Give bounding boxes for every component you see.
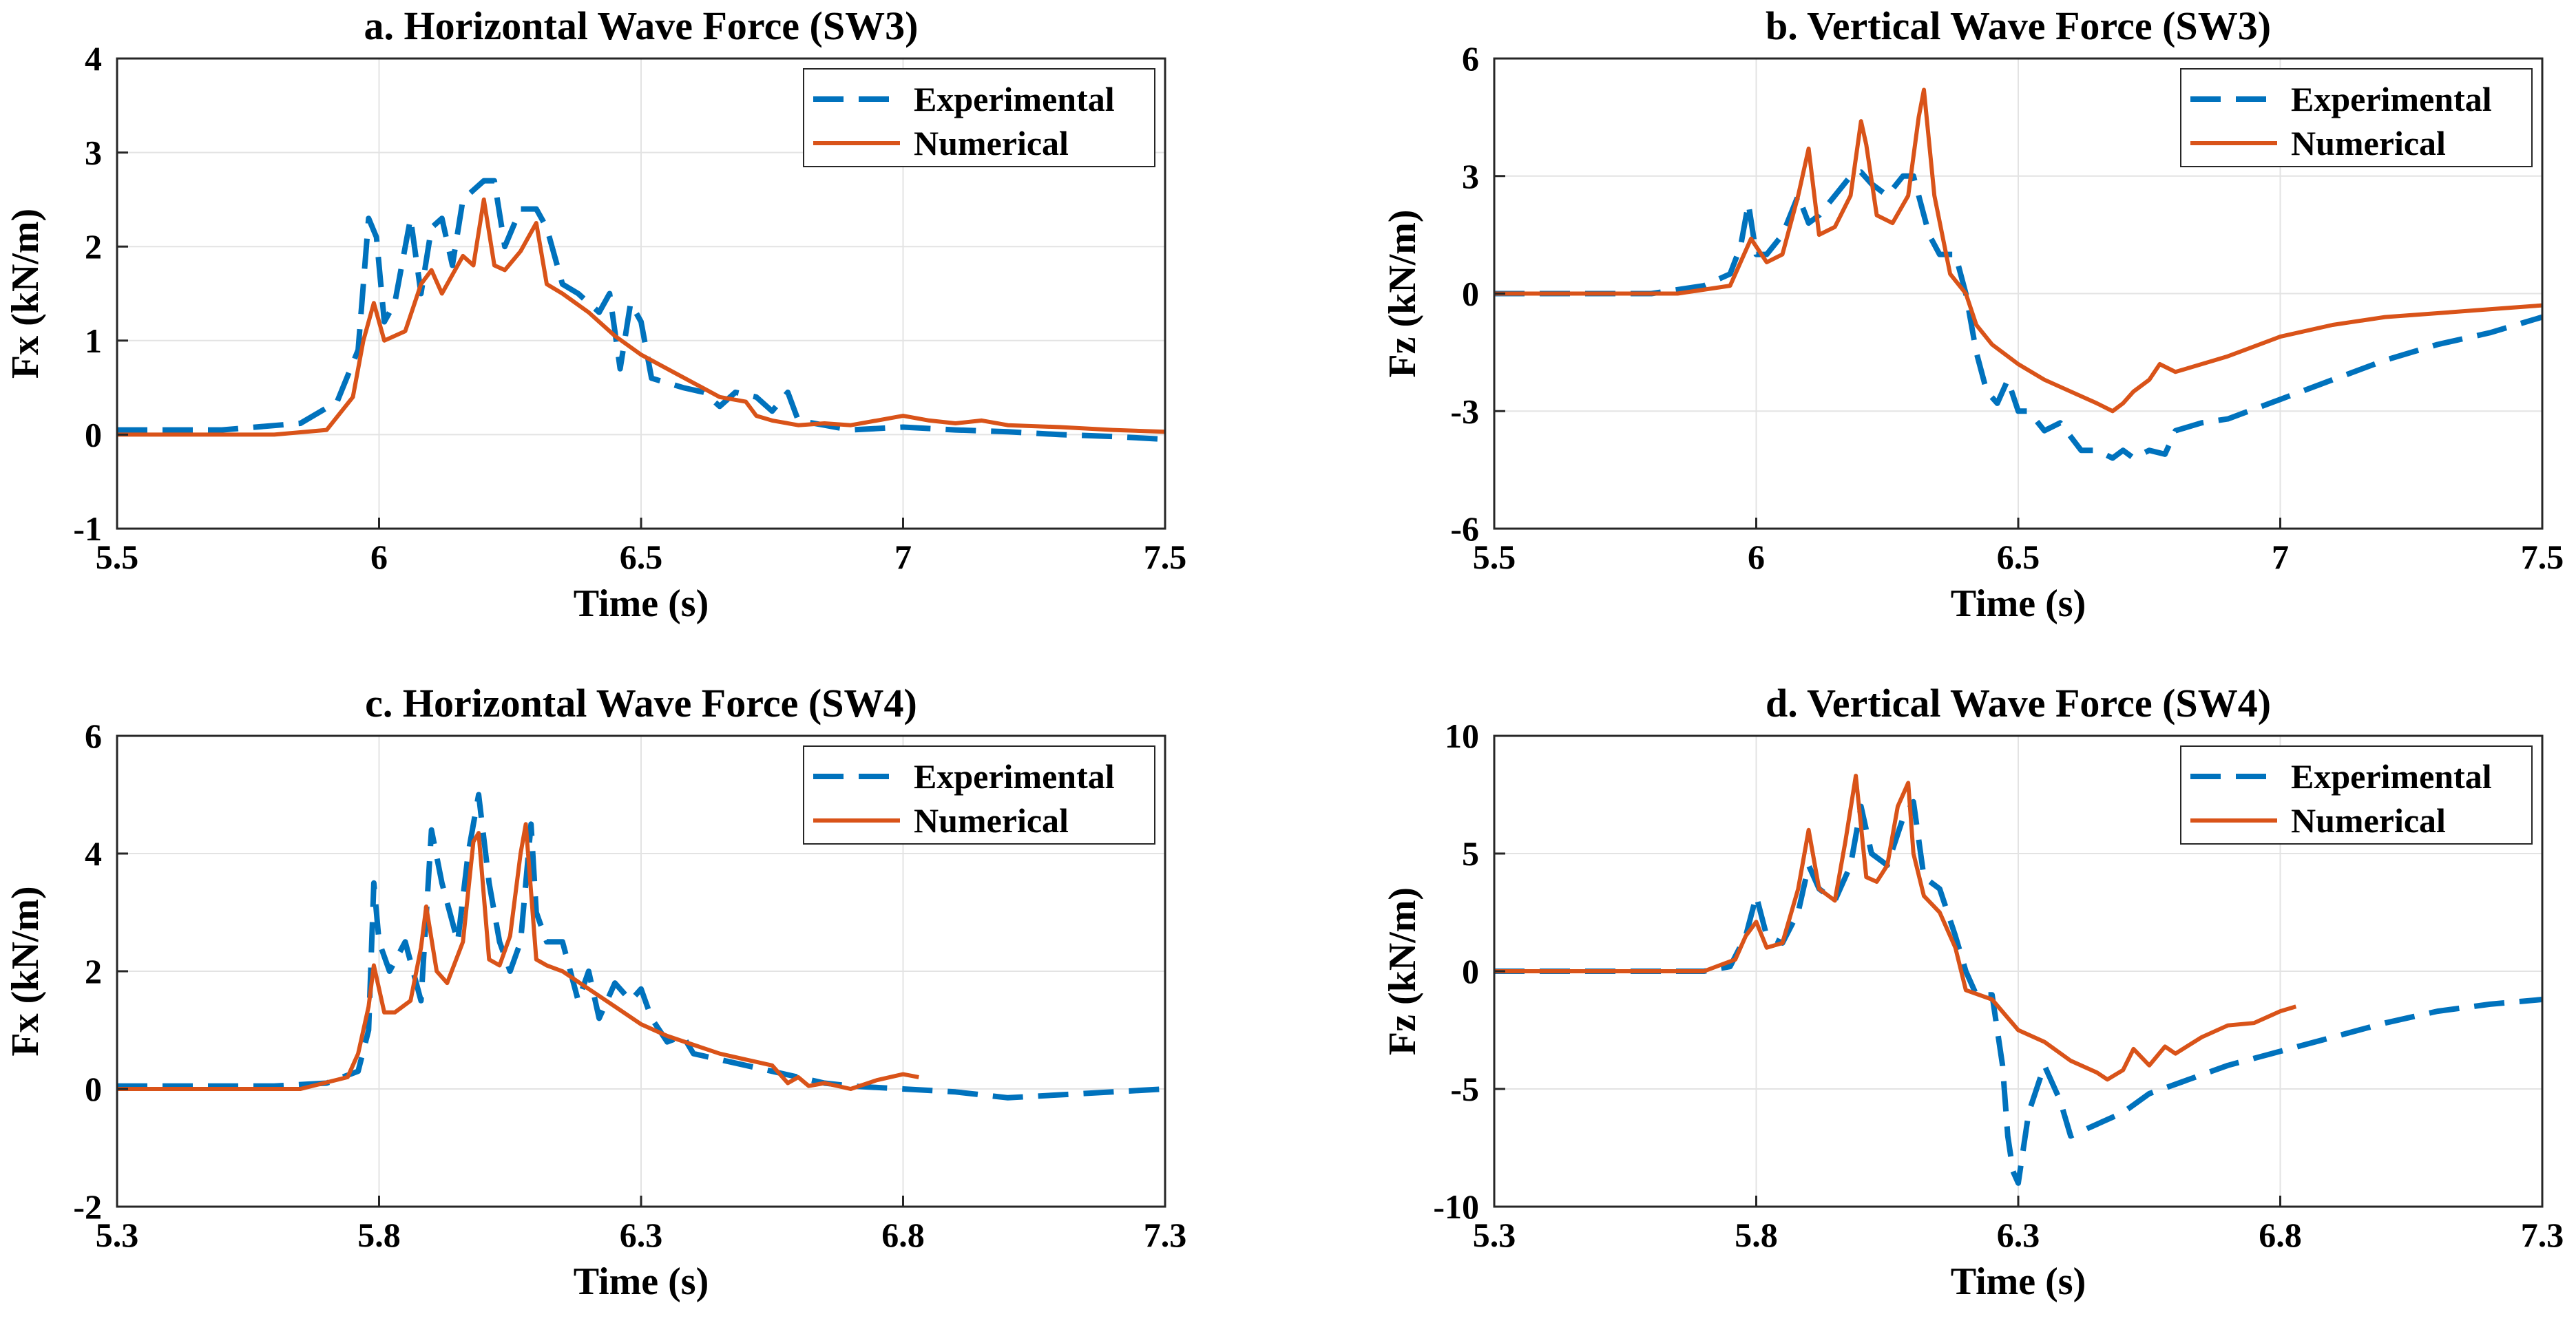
y-tick-label: 3: [1462, 157, 1479, 195]
x-tick-label: 5.5: [96, 538, 139, 576]
y-tick-label: 2: [85, 227, 102, 266]
y-tick-label: 0: [85, 415, 102, 454]
y-axis-label: Fz (kN/m): [1381, 887, 1424, 1055]
series-line-experimental: [117, 178, 1165, 443]
y-tick-label: 6: [85, 717, 102, 755]
y-tick-label: 0: [1462, 952, 1479, 991]
legend-box: [803, 745, 1155, 845]
x-axis-label: Time (s): [574, 582, 709, 625]
x-tick-label: 6.3: [1997, 1216, 2040, 1254]
y-tick-label: -10: [1433, 1187, 1479, 1226]
legend-label-numerical: Numerical: [2291, 124, 2446, 162]
legend-label-experimental: Experimental: [914, 757, 1115, 796]
y-tick-label: -6: [1450, 509, 1479, 548]
y-tick-label: -1: [73, 509, 102, 548]
x-tick-label: 6.8: [2259, 1216, 2302, 1254]
legend-label-experimental: Experimental: [2291, 80, 2492, 118]
y-axis-label: Fz (kN/m): [1381, 209, 1424, 377]
x-tick-label: 6: [370, 538, 388, 576]
legend-box: [803, 68, 1155, 167]
chart-title: c. Horizontal Wave Force (SW4): [365, 681, 917, 726]
x-tick-label: 5.8: [1735, 1216, 1778, 1254]
y-tick-label: 0: [85, 1070, 102, 1108]
legend: Experimental Numerical: [803, 68, 1155, 167]
series-line-experimental: [1494, 169, 2542, 461]
legend-label-experimental: Experimental: [914, 80, 1115, 118]
x-tick-label: 5.5: [1473, 538, 1516, 576]
panel-d-vertical-force-sw4: 5.3 5.8 6.3 6.8 7.3 -10 -5 0 5 10 d. Vertical Wave…: [1381, 681, 2564, 1303]
x-tick-label: 7.3: [2521, 1216, 2564, 1254]
y-axis-label: Fx (kN/m): [4, 209, 47, 379]
y-tick-label: 6: [1462, 39, 1479, 78]
panel-a-horizontal-force-sw3: 5.5 6 6.5 7 7.5 -1 0 1 2 3 4 a. Horizontal Wave For…: [4, 3, 1186, 625]
y-tick-label: -5: [1450, 1070, 1479, 1108]
x-tick-label: 6: [1748, 538, 1765, 576]
y-tick-label: 0: [1462, 275, 1479, 313]
legend: Experimental Numerical: [803, 745, 1155, 845]
x-tick-label: 5.3: [1473, 1216, 1516, 1254]
legend-label-numerical: Numerical: [914, 124, 1069, 162]
legend-label-experimental: Experimental: [2291, 757, 2492, 796]
x-tick-label: 6.8: [881, 1216, 925, 1254]
legend: Experimental Numerical: [2180, 745, 2533, 845]
panel-b-vertical-force-sw3: 5.5 6 6.5 7 7.5 -6 -3 0 3 6 b. Vertical Wave Force…: [1381, 3, 2564, 625]
x-tick-label: 7.5: [2521, 538, 2564, 576]
panel-c-horizontal-force-sw4: 5.3 5.8 6.3 6.8 7.3 -2 0 2 4 6 c. Horizontal Wave …: [4, 681, 1186, 1303]
x-tick-label: 5.3: [96, 1216, 139, 1254]
legend-label-numerical: Numerical: [2291, 801, 2446, 840]
series-line-experimental: [117, 792, 1165, 1101]
y-tick-label: 4: [85, 39, 102, 78]
x-tick-label: 6.5: [1997, 538, 2040, 576]
legend: Experimental Numerical: [2180, 68, 2533, 167]
y-tick-label: 1: [85, 321, 102, 360]
x-axis-label: Time (s): [1951, 582, 2086, 625]
y-tick-label: 5: [1462, 834, 1479, 873]
legend-box: [2180, 745, 2533, 845]
x-axis-label: Time (s): [574, 1260, 709, 1303]
x-tick-label: 7.3: [1144, 1216, 1187, 1254]
series-line-numerical: [1494, 87, 2542, 414]
x-axis-label: Time (s): [1951, 1260, 2086, 1303]
legend-label-numerical: Numerical: [914, 801, 1069, 840]
x-tick-label: 6.3: [620, 1216, 663, 1254]
y-tick-label: -2: [73, 1187, 102, 1226]
x-tick-label: 7: [894, 538, 912, 576]
series-line-numerical: [1494, 774, 2297, 1082]
chart-title: a. Horizontal Wave Force (SW3): [364, 3, 919, 48]
x-tick-label: 7.5: [1144, 538, 1187, 576]
y-tick-label: 2: [85, 952, 102, 991]
y-tick-label: -3: [1450, 392, 1479, 430]
x-tick-label: 7: [2272, 538, 2289, 576]
y-tick-label: 10: [1445, 717, 1479, 755]
y-axis-label: Fx (kN/m): [4, 886, 47, 1056]
x-tick-label: 6.5: [620, 538, 663, 576]
series-line-numerical: [117, 822, 919, 1091]
series-line-numerical: [117, 197, 1165, 437]
y-tick-label: 3: [85, 134, 102, 172]
y-tick-label: 4: [85, 834, 102, 873]
legend-box: [2180, 68, 2533, 167]
series-line-experimental: [1494, 798, 2542, 1186]
x-tick-label: 5.8: [357, 1216, 401, 1254]
chart-title: b. Vertical Wave Force (SW3): [1766, 3, 2271, 48]
chart-title: d. Vertical Wave Force (SW4): [1766, 681, 2271, 726]
